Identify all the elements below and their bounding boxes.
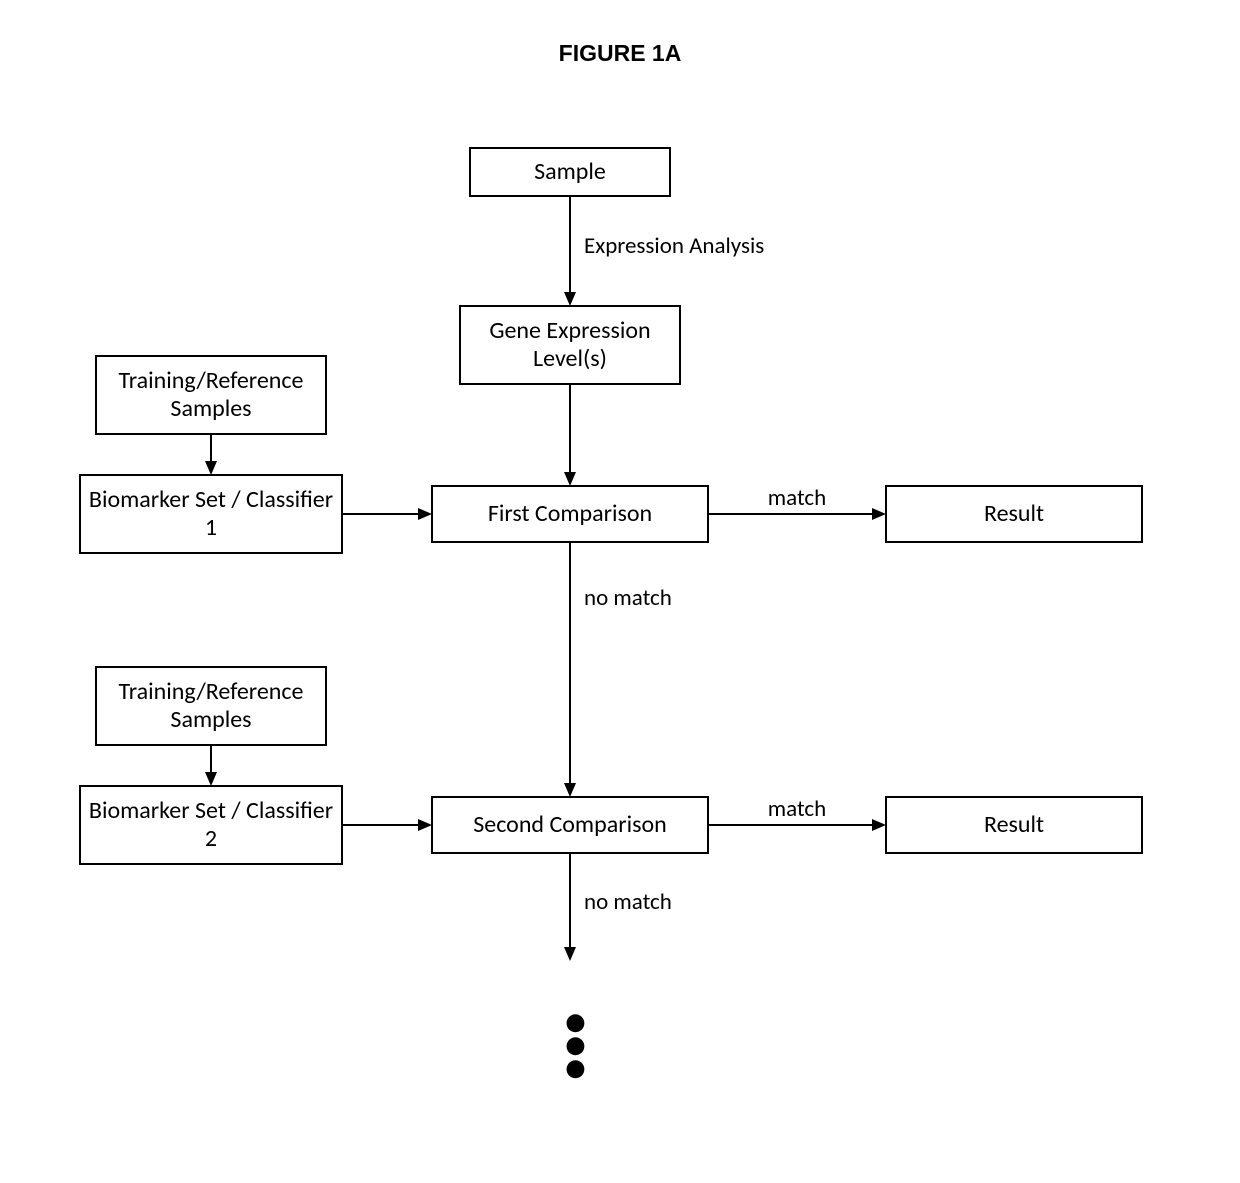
node-label-second-comp: Second Comparison [432,797,708,853]
node-label-sample: Sample [470,148,670,196]
edge-arrowhead [564,947,576,961]
edge-label: match [768,484,826,512]
node-label-train-ref-2: Training/Reference Samples [96,667,326,745]
node-label-train-ref-1: Training/Reference Samples [96,356,326,434]
node-label-first-comp: First Comparison [432,486,708,542]
edge-arrowhead [418,508,432,520]
node-label-classifier-2: Biomarker Set / Classifier 2 [80,786,342,864]
edge-arrowhead [205,461,217,475]
edge-label: Expression Analysis [584,232,764,260]
edge-arrowhead [205,772,217,786]
edge-arrowhead [872,508,886,520]
edge-arrowhead [564,783,576,797]
edge-arrowhead [564,292,576,306]
edge-arrowhead [418,819,432,831]
node-label-result-2: Result [886,797,1142,853]
edge-label: match [768,795,826,823]
node-label-gene-expr: Gene Expression Level(s) [460,306,680,384]
ellipsis-dots: • • • [565,1010,586,1079]
node-label-classifier-1: Biomarker Set / Classifier 1 [80,475,342,553]
edge-arrowhead [872,819,886,831]
edge-label: no match [584,888,672,916]
edge-label: no match [584,584,672,612]
edge-arrowhead [564,472,576,486]
node-label-result-1: Result [886,486,1142,542]
